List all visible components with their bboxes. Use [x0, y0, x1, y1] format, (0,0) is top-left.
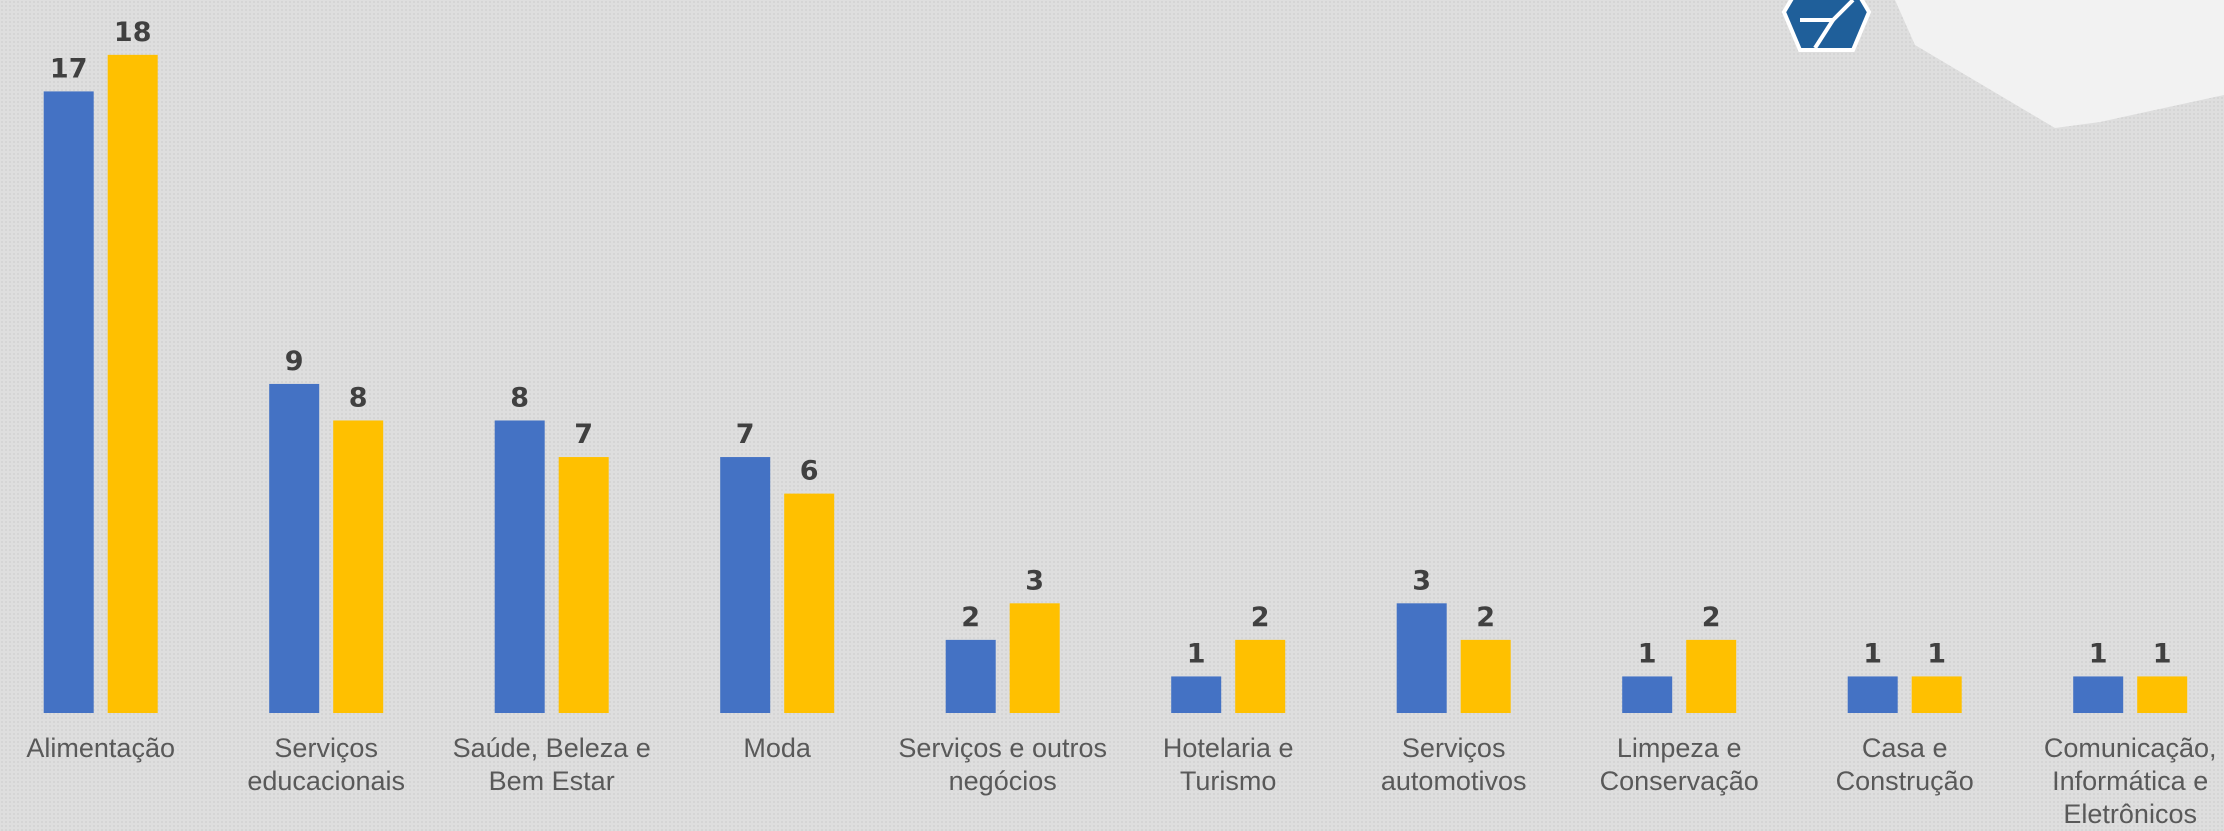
value-label: 8	[349, 382, 368, 413]
bar	[2073, 676, 2124, 713]
bar	[945, 639, 996, 713]
bar	[1009, 603, 1060, 713]
bar	[333, 420, 384, 713]
value-label: 1	[1638, 638, 1657, 669]
value-label: 6	[800, 456, 819, 487]
bar	[1911, 676, 1962, 713]
bar	[494, 420, 545, 713]
value-label: 2	[1251, 602, 1270, 633]
value-label: 9	[285, 346, 304, 377]
value-label: 2	[961, 602, 980, 633]
x-tick-label: Casa e Construção	[1835, 733, 1974, 796]
bar	[43, 91, 94, 713]
value-label: 2	[1476, 602, 1495, 633]
value-label: 1	[1187, 638, 1206, 669]
x-tick-label: Limpeza e Conservação	[1599, 733, 1759, 796]
x-tick-label: Hotelaria e Turismo	[1162, 733, 1294, 796]
value-label: 18	[114, 17, 152, 48]
value-label: 7	[736, 419, 755, 450]
x-tick-label: Comunicação, Informática e Eletrônicos	[2043, 733, 2217, 829]
bar	[1235, 639, 1286, 713]
x-tick-label: Serviços e outros negócios	[898, 733, 1107, 796]
value-label: 1	[2153, 638, 2172, 669]
bar	[1847, 676, 1898, 713]
logo	[1781, 0, 1872, 52]
bar	[1171, 676, 1222, 713]
bar	[1460, 639, 1511, 713]
value-label: 1	[1927, 638, 1946, 669]
value-label: 3	[1025, 565, 1044, 596]
value-label: 8	[510, 382, 529, 413]
bar	[269, 383, 320, 713]
value-label: 1	[2089, 638, 2108, 669]
bar	[1686, 639, 1737, 713]
bar	[2137, 676, 2188, 713]
value-label: 2	[1702, 602, 1721, 633]
bar	[107, 54, 158, 714]
value-label: 3	[1412, 565, 1431, 596]
x-tick-label: Serviços educacionais	[247, 733, 405, 796]
x-tick-label: Saúde, Beleza e Bem Estar	[452, 733, 651, 796]
decor-shape	[1895, 0, 2224, 128]
value-label: 1	[1863, 638, 1882, 669]
bar	[558, 457, 609, 713]
bar	[784, 493, 835, 713]
bar	[720, 457, 771, 713]
x-tick-label: Serviços automotivos	[1380, 733, 1527, 796]
value-label: 17	[50, 53, 88, 84]
bar	[1396, 603, 1447, 713]
value-label: 7	[574, 419, 593, 450]
x-tick-label: Alimentação	[26, 733, 175, 763]
x-tick-label: Moda	[743, 733, 811, 763]
bar	[1622, 676, 1673, 713]
